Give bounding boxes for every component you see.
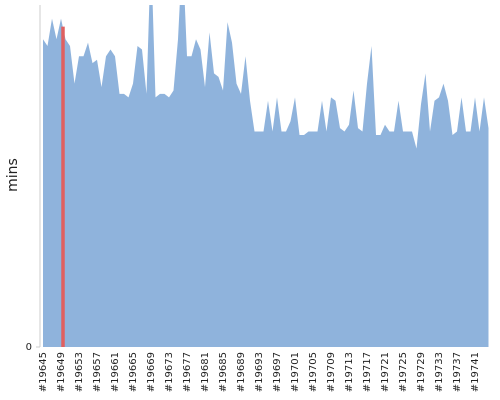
x-tick-label: #19725 [398,352,409,392]
x-tick-label: #19689 [236,352,247,392]
x-tick-label: #19693 [254,352,265,392]
x-tick-label: #19661 [110,352,121,392]
x-tick-label: #19653 [74,352,85,392]
x-tick-label: #19677 [182,352,193,392]
x-tick-label: #19665 [128,352,139,392]
x-tick-label: #19721 [380,352,391,392]
x-tick-label: #19649 [56,352,67,392]
x-tick-label: #19701 [290,352,301,392]
x-tick-label: #19669 [146,352,157,392]
x-tick-label: #19729 [416,352,427,392]
x-tick-label: #19705 [308,352,319,392]
y-tick-label: 0 [26,342,32,353]
area [43,5,489,347]
x-tick-label: #19713 [344,352,355,392]
x-tick-label: #19741 [470,352,481,392]
x-tick-label: #19733 [434,352,445,392]
x-tick-label: #19685 [218,352,229,392]
x-tick-label: #19673 [164,352,175,392]
x-tick-label: #19717 [362,352,373,392]
x-tick-label: #19645 [38,352,49,392]
x-tick-label: #19709 [326,352,337,392]
x-tick-label: #19681 [200,352,211,392]
x-tick-label: #19657 [92,352,103,392]
x-tick-label: #19697 [272,352,283,392]
x-tick-label: #19737 [452,352,463,392]
y-axis-label: mins [5,158,21,192]
